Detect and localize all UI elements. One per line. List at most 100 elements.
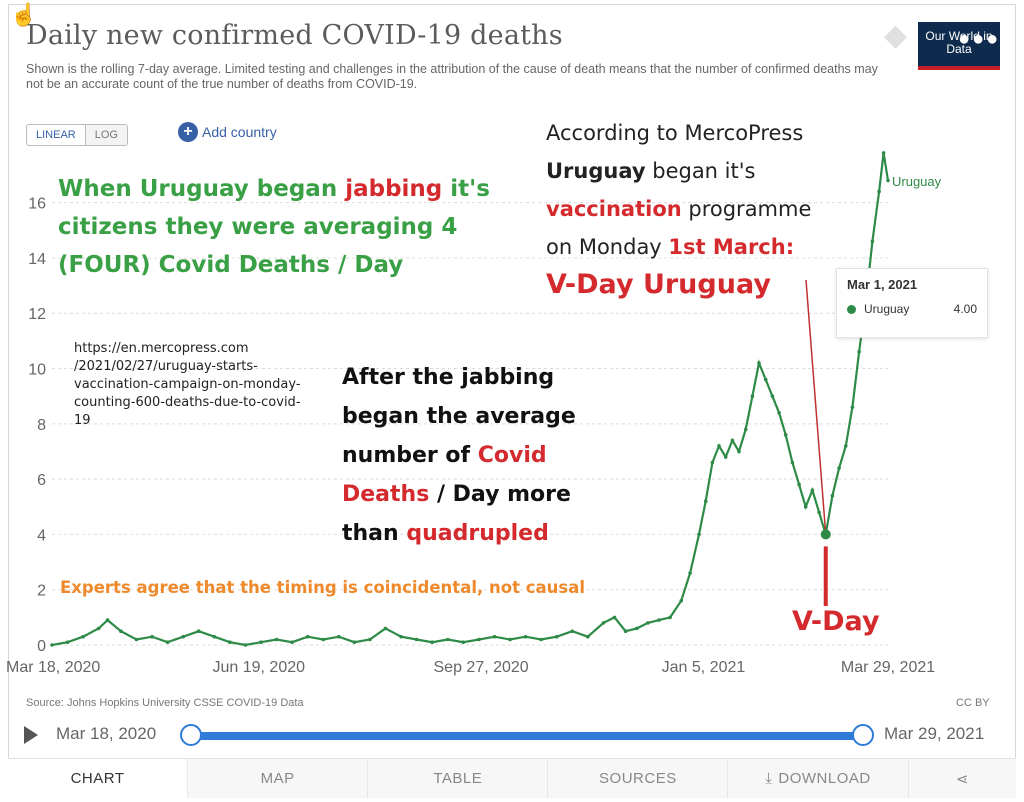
data-point xyxy=(870,239,875,244)
y-tick-label: 6 xyxy=(37,472,46,489)
add-country-button[interactable]: + Add country xyxy=(178,122,277,142)
y-tick-label: 8 xyxy=(37,417,46,434)
data-point xyxy=(723,455,728,459)
timeline-end-label: Mar 29, 2021 xyxy=(884,724,985,743)
chart-title: Daily new confirmed COVID-19 deaths xyxy=(26,20,563,51)
y-tick-label: 4 xyxy=(37,527,46,544)
data-point xyxy=(321,637,326,642)
after-red-1: Covid Deaths xyxy=(342,443,547,507)
hand-cursor-icon: ☝ xyxy=(10,2,38,27)
data-point xyxy=(477,637,481,642)
y-tick-label: 10 xyxy=(28,362,46,379)
chart-subtitle: Shown is the rolling 7-day average. Limi… xyxy=(26,62,878,91)
data-point xyxy=(119,629,123,633)
annotation-green-red: jabbing xyxy=(345,176,443,202)
x-tick-label: Mar 29, 2021 xyxy=(841,659,935,676)
data-point xyxy=(612,615,617,620)
data-point xyxy=(81,634,85,639)
timeline-track[interactable] xyxy=(190,732,864,740)
grid-lines xyxy=(52,202,888,646)
merco-date: 1st March: xyxy=(668,235,795,259)
data-point xyxy=(165,640,170,644)
play-icon[interactable] xyxy=(24,726,38,744)
data-point xyxy=(290,640,294,644)
y-tick-label: 12 xyxy=(28,306,46,323)
timeline-start-label: Mar 18, 2020 xyxy=(56,724,157,743)
source-note[interactable]: Source: Johns Hopkins University CSSE CO… xyxy=(26,697,304,709)
more-dots-icon[interactable]: ●●● xyxy=(958,28,1001,50)
data-point xyxy=(770,394,775,399)
data-point xyxy=(790,460,795,465)
merco-uruguay: Uruguay xyxy=(546,159,646,183)
x-tick-label: Mar 18, 2020 xyxy=(6,659,100,676)
tab-table[interactable]: TABLE xyxy=(367,759,548,798)
timeline-end-handle[interactable] xyxy=(852,724,874,746)
data-point xyxy=(777,411,781,415)
tooltip-value: 4.00 xyxy=(953,302,977,316)
data-point xyxy=(757,361,761,365)
y-axis-ticks: 0 2 4 6 8 10 12 14 16 xyxy=(28,196,46,655)
plus-icon: + xyxy=(178,122,198,142)
data-point xyxy=(803,505,808,509)
hover-tooltip: Mar 1, 2021 Uruguay 4.00 xyxy=(836,268,988,338)
data-point xyxy=(837,466,841,470)
tag-icon[interactable]: ◆ xyxy=(884,19,908,52)
data-point xyxy=(105,618,110,622)
data-point xyxy=(181,634,185,639)
chart-frame xyxy=(8,4,1016,798)
data-point xyxy=(763,377,768,382)
y-tick-label: 14 xyxy=(28,251,46,268)
merco-programme: programme xyxy=(681,197,812,221)
data-point xyxy=(601,621,606,625)
data-point xyxy=(881,151,886,155)
annotation-vday: V-Day xyxy=(792,606,880,637)
data-point xyxy=(554,634,559,639)
data-point xyxy=(196,629,201,633)
data-point xyxy=(539,637,543,642)
data-point xyxy=(259,640,263,644)
data-point xyxy=(461,640,466,644)
tab-download[interactable]: ⤓ DOWNLOAD xyxy=(727,759,908,798)
download-label: DOWNLOAD xyxy=(778,770,871,787)
tab-chart[interactable]: CHART xyxy=(8,759,188,798)
annotation-green-prefix: When Uruguay began xyxy=(58,176,346,202)
tab-map[interactable]: MAP xyxy=(187,759,368,798)
share-button[interactable]: ⋖ xyxy=(907,759,1017,798)
data-point xyxy=(352,640,357,644)
data-point xyxy=(150,634,154,639)
y-tick-label: 2 xyxy=(37,583,46,600)
log-button[interactable]: LOG xyxy=(85,125,127,145)
annotation-green-suffix: it's citizens they were averaging 4 (FOU… xyxy=(58,176,490,278)
data-point xyxy=(703,499,708,504)
annotation-experts: Experts agree that the timing is coincid… xyxy=(60,578,585,597)
tab-bar: CHART MAP TABLE SOURCES ⤓ DOWNLOAD ⋖ xyxy=(8,758,1017,798)
tooltip-series-dot xyxy=(847,304,856,314)
merco-began: began it's xyxy=(645,159,756,183)
tooltip-series-name: Uruguay xyxy=(864,302,910,316)
merco-on-monday: on Monday xyxy=(546,235,669,259)
scale-toggle: LINEAR LOG xyxy=(26,124,128,146)
tooltip-date: Mar 1, 2021 xyxy=(847,277,918,292)
data-point xyxy=(523,634,528,639)
data-point xyxy=(274,637,279,642)
linear-button[interactable]: LINEAR xyxy=(27,125,86,145)
tab-sources[interactable]: SOURCES xyxy=(547,759,728,798)
y-tick-label: 0 xyxy=(37,638,46,655)
add-country-label: Add country xyxy=(202,124,277,140)
series-label-uruguay: Uruguay xyxy=(892,174,942,189)
data-point xyxy=(679,599,683,603)
annotation-after: After the jabbing began the average numb… xyxy=(342,358,602,553)
owid-logo[interactable]: Our World in Data xyxy=(918,22,1000,70)
timeline-start-handle[interactable] xyxy=(180,724,202,746)
merco-vday: V-Day Uruguay xyxy=(546,269,771,300)
data-point xyxy=(797,482,801,487)
logo-text: Our World in Data xyxy=(925,29,993,56)
share-icon: ⋖ xyxy=(955,770,969,788)
data-point xyxy=(50,643,54,647)
data-point xyxy=(492,634,497,639)
data-point xyxy=(399,634,403,639)
data-point xyxy=(697,532,701,537)
data-point xyxy=(646,621,650,625)
license-note[interactable]: CC BY xyxy=(956,697,990,709)
